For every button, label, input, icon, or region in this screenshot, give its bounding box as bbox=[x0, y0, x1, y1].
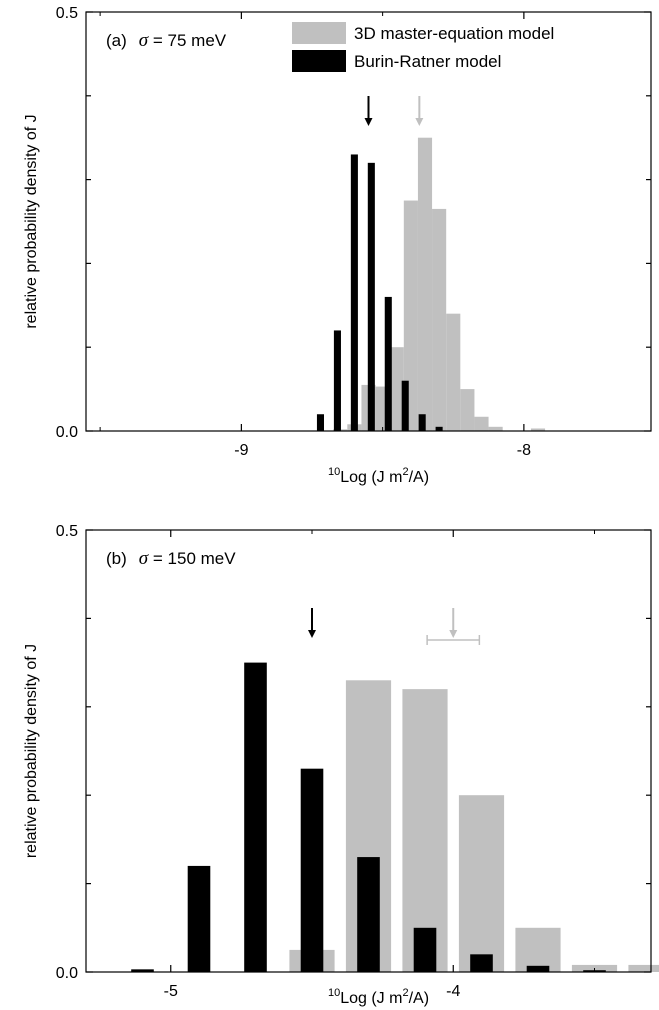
chart-panel-b: -5 -4 0.0 0.5 relative probability density o… bbox=[23, 523, 659, 1007]
panel-annotation: (a) σ = 75 meV bbox=[106, 30, 227, 51]
burin-bar-0 bbox=[131, 969, 154, 972]
burin-bar-7 bbox=[435, 426, 443, 431]
master-bar-4 bbox=[515, 927, 561, 972]
master-bar-12 bbox=[530, 428, 546, 431]
x-axis-label-sup: 10 bbox=[328, 987, 340, 999]
burin-bar-2 bbox=[350, 154, 358, 431]
x-axis-label-sup2: 2 bbox=[402, 987, 408, 999]
mean-arrow-head bbox=[449, 630, 458, 638]
legend-swatch-0 bbox=[292, 22, 346, 44]
y-tick-label: 0.5 bbox=[56, 5, 78, 22]
x-axis-label-main: Log (J m bbox=[340, 990, 402, 1007]
x-tick-label: -9 bbox=[234, 442, 248, 459]
master-bar-5 bbox=[403, 200, 418, 431]
chart-panel-a: -9 -8 0.0 0.5 relative probability density o… bbox=[23, 5, 652, 486]
burin-bar-7 bbox=[526, 965, 550, 972]
burin-bar-4 bbox=[357, 857, 380, 972]
legend-swatch-1 bbox=[292, 50, 346, 72]
y-tick-label: 0.5 bbox=[56, 523, 78, 540]
y-tick-label: 0.0 bbox=[56, 965, 78, 982]
y-tick-label: 0.0 bbox=[56, 424, 78, 441]
panel-annotation: (b) σ = 150 meV bbox=[106, 548, 236, 569]
mean-arrow-head bbox=[308, 630, 316, 638]
sigma-value: = 150 meV bbox=[148, 549, 236, 568]
x-axis-label-sup2: 2 bbox=[402, 466, 408, 478]
master-bar-2 bbox=[402, 689, 448, 972]
burin-bar-3 bbox=[367, 162, 375, 431]
panel-label: (a) bbox=[106, 31, 127, 50]
x-axis-label-tail: /A) bbox=[409, 990, 429, 1007]
x-tick-label: -4 bbox=[446, 983, 460, 1000]
master-bar-9 bbox=[460, 389, 475, 431]
burin-bar-6 bbox=[470, 954, 493, 972]
legend-label-0: 3D master-equation model bbox=[354, 24, 554, 43]
y-axis-label: relative probability density of J bbox=[23, 114, 40, 328]
master-bar-3 bbox=[458, 795, 505, 972]
axes-frame bbox=[85, 11, 652, 432]
sigma-symbol: σ bbox=[139, 30, 149, 51]
master-bar-10 bbox=[474, 416, 489, 431]
burin-bar-1 bbox=[187, 865, 211, 972]
master-bar-11 bbox=[488, 426, 503, 431]
burin-bar-0 bbox=[316, 414, 325, 431]
burin-bar-5 bbox=[401, 380, 409, 431]
x-axis-label: 10Log (J m2/A) bbox=[328, 987, 429, 1007]
master-bar-4 bbox=[389, 347, 404, 431]
x-axis-label-tail: /A) bbox=[409, 469, 429, 486]
axes-frame bbox=[85, 529, 652, 973]
master-bar-7 bbox=[432, 208, 447, 431]
sigma-symbol: σ bbox=[139, 548, 149, 569]
master-bar-6 bbox=[417, 137, 433, 431]
y-axis-label: relative probability density of J bbox=[23, 644, 40, 858]
x-axis-label: 10Log (J m2/A) bbox=[328, 466, 429, 486]
master-bar-8 bbox=[446, 313, 461, 431]
x-tick-label: -5 bbox=[164, 983, 178, 1000]
mean-arrow-head bbox=[415, 118, 424, 126]
x-tick-label: -8 bbox=[517, 442, 531, 459]
burin-bar-2 bbox=[244, 662, 267, 972]
burin-bar-1 bbox=[333, 330, 341, 431]
master-bar-6 bbox=[628, 964, 659, 972]
mean-arrow-head bbox=[364, 118, 373, 126]
x-axis-label-main: Log (J m bbox=[340, 469, 402, 486]
burin-bar-5 bbox=[413, 927, 437, 972]
legend-label-1: Burin-Ratner model bbox=[354, 52, 501, 71]
x-axis-label-sup: 10 bbox=[328, 466, 340, 478]
sigma-value: = 75 meV bbox=[148, 31, 227, 50]
burin-bar-3 bbox=[300, 768, 324, 972]
panel-label: (b) bbox=[106, 549, 127, 568]
burin-bar-4 bbox=[384, 296, 392, 431]
burin-bar-6 bbox=[418, 414, 426, 431]
